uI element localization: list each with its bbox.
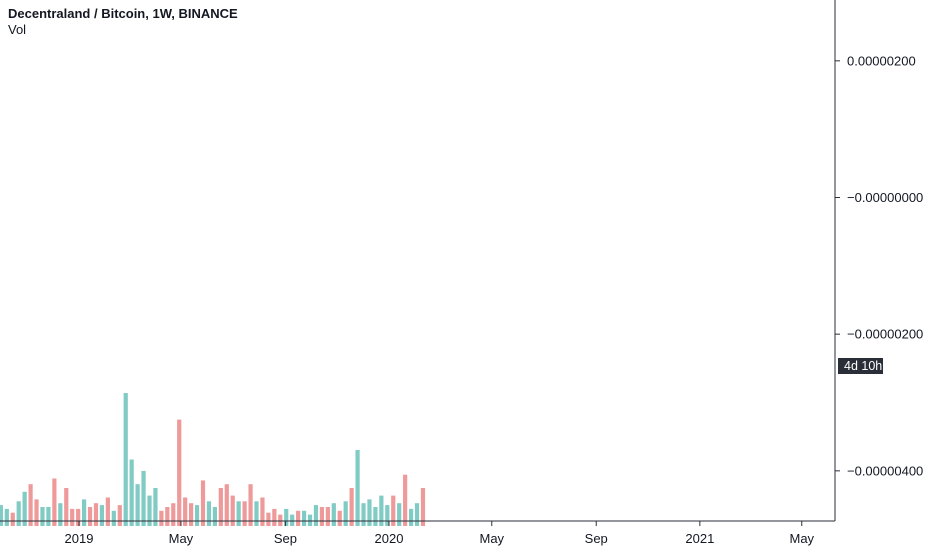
volume-bar (4, 508, 9, 526)
y-tick-label: −0.00000200 (847, 327, 923, 342)
volume-bar (420, 488, 426, 526)
volume-bar (28, 484, 33, 526)
volume-bar (319, 507, 325, 526)
volume-bar (40, 507, 45, 526)
volume-bar (22, 491, 27, 526)
volume-bar (361, 503, 366, 526)
volume-bar (70, 508, 75, 526)
volume-bar (183, 497, 188, 526)
volume-bar (159, 510, 164, 526)
volume-bar (52, 478, 57, 526)
x-tick-label: Sep (274, 531, 297, 546)
volume-bar (76, 508, 81, 526)
y-tick-label: 0.00000200 (847, 53, 916, 68)
volume-bar (331, 503, 336, 526)
x-tick-label: May (479, 531, 504, 546)
x-tick-label: 2020 (375, 531, 404, 546)
volume-bar (349, 488, 354, 526)
volume-bar (307, 514, 313, 526)
volume-bar (266, 512, 271, 526)
volume-bar (0, 505, 3, 526)
volume-bar (117, 505, 122, 526)
volume-bar (218, 488, 223, 526)
volume-bar (272, 508, 277, 526)
volume-bar (343, 501, 348, 526)
x-tick-label: May (169, 531, 194, 546)
volume-bar (355, 450, 360, 526)
volume-bar (200, 480, 206, 526)
volume-bar (248, 484, 253, 526)
volume-bar (212, 507, 217, 526)
volume-bar (58, 503, 63, 526)
volume-bar (64, 488, 69, 526)
volume-bar (129, 459, 134, 526)
volume-bar (242, 501, 247, 526)
volume-bar (230, 495, 235, 526)
volume-bar (391, 495, 396, 526)
volume-bar (301, 510, 307, 526)
volume-bar (105, 497, 110, 526)
volume-bar (278, 514, 283, 526)
volume-bar (111, 510, 116, 526)
volume-bar (141, 470, 146, 526)
volume-bar (123, 393, 128, 526)
x-tick-label: 2019 (65, 531, 94, 546)
volume-bar (206, 501, 212, 526)
volume-bar (165, 507, 170, 526)
volume-bar (236, 501, 241, 526)
volume-bar (135, 484, 140, 526)
volume-bar (254, 501, 259, 526)
volume-bar (313, 505, 319, 526)
volume-bar (87, 507, 93, 526)
volume-bar (284, 508, 289, 526)
chart-title: Decentraland / Bitcoin, 1W, BINANCE (8, 6, 238, 21)
volume-bar (189, 503, 194, 526)
volume-bar (10, 512, 15, 526)
countdown-label: 4d 10h (844, 359, 882, 373)
volume-bar (194, 505, 200, 526)
volume-bar (34, 499, 39, 526)
volume-bar (337, 510, 342, 526)
volume-bar (177, 419, 182, 526)
x-tick-label: 2021 (685, 531, 714, 546)
volume-layer (0, 393, 426, 526)
volume-bar (147, 495, 152, 526)
volume-bar (224, 484, 229, 526)
volume-bar (296, 510, 301, 526)
volume-bar (414, 503, 420, 526)
volume-bar (290, 514, 295, 526)
y-tick-label: −0.00000000 (847, 190, 923, 205)
volume-bar (408, 508, 414, 526)
volume-bar (373, 507, 378, 526)
volume-bar (81, 499, 87, 526)
volume-bar (325, 507, 330, 526)
volume-bar (153, 488, 158, 526)
volume-bar (260, 497, 265, 526)
volume-bar (379, 495, 384, 526)
x-tick-label: May (789, 531, 814, 546)
price-label-box (838, 358, 883, 374)
volume-bar (397, 503, 402, 526)
volume-legend-label: Vol (8, 22, 27, 37)
volume-bar (385, 505, 390, 526)
volume-bar (99, 505, 105, 526)
volume-bar (16, 501, 21, 526)
volume-bar (171, 503, 176, 526)
volume-bar (403, 474, 408, 526)
volume-bar (46, 507, 51, 526)
x-tick-label: Sep (585, 531, 608, 546)
volume-bar (367, 499, 372, 526)
y-tick-label: −0.00000400 (847, 463, 923, 478)
volume-bar (93, 503, 99, 526)
